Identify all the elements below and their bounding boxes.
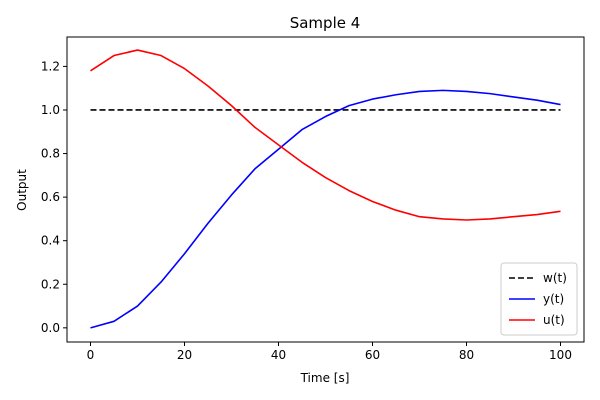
x-tick-label: 60 [365, 348, 380, 362]
y-tick-label: 1.0 [41, 103, 60, 117]
legend-label-2: u(t) [543, 313, 565, 327]
x-tick-label: 0 [87, 348, 95, 362]
x-tick-label: 20 [177, 348, 192, 362]
y-tick-label: 1.2 [41, 59, 60, 73]
y-tick-label: 0.4 [41, 234, 60, 248]
y-tick-label: 0.2 [41, 277, 60, 291]
chart-title: Sample 4 [290, 14, 361, 32]
legend-label-1: y(t) [543, 292, 564, 306]
legend-label-0: w(t) [543, 271, 567, 285]
series-line-1 [90, 89, 561, 329]
plot-area: 0 20 40 60 80 100 0.0 0.2 0.4 0.6 0.8 1.0 1.2 w(t) y(t… [41, 36, 585, 362]
x-tick-label: 80 [459, 348, 474, 362]
x-tick-label: 100 [549, 348, 572, 362]
y-tick-label: 0.0 [41, 321, 60, 335]
y-axis-label: Output [15, 169, 29, 211]
y-tick-label: 0.6 [41, 190, 60, 204]
x-axis-label: Time [s] [300, 371, 350, 385]
series-line-2 [90, 49, 561, 221]
legend-box [500, 262, 578, 336]
plot-frame [66, 36, 585, 343]
x-tick-label: 40 [271, 348, 286, 362]
y-tick-label: 0.8 [41, 147, 60, 161]
